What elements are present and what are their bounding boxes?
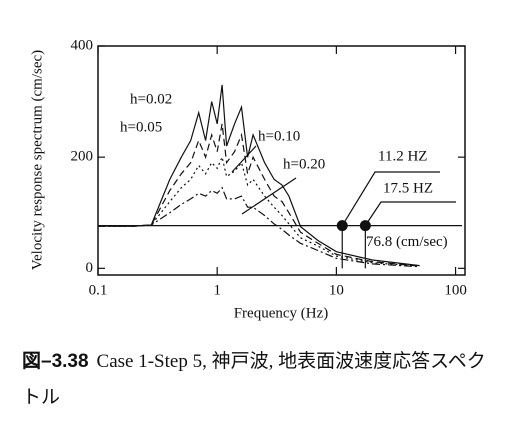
x-tick-label: 10 — [329, 282, 344, 298]
series-line — [98, 84, 420, 267]
chart: Frequency (Hz) Velocity response spectru… — [29, 37, 467, 321]
y-axis-label: Velocity response spectrum (cm/sec) — [29, 50, 45, 270]
point-label: 11.2 HZ — [378, 148, 427, 164]
point-label: 17.5 HZ — [383, 180, 433, 196]
leader-line — [231, 145, 257, 173]
series-line — [98, 123, 420, 267]
series-label: h=0.02 — [130, 91, 172, 107]
y-tick-label: 400 — [71, 37, 94, 53]
reference-label: 76.8 (cm/sec) — [366, 234, 448, 250]
x-tick-label: 0.1 — [89, 282, 108, 298]
caption-label: 図–3.38 — [22, 351, 89, 372]
y-tick-label: 0 — [86, 260, 94, 276]
series-label: h=0.05 — [120, 119, 162, 135]
series-line — [98, 155, 420, 267]
series-label: h=0.10 — [258, 128, 300, 144]
leader-line — [241, 177, 297, 215]
caption: 図–3.38 Case 1-Step 5, 神戸波, 地表面波速度応答スペクトル — [22, 344, 492, 416]
point-marker — [359, 220, 371, 232]
series-label: h=0.20 — [283, 156, 325, 172]
leader-line — [341, 171, 440, 226]
caption-text: Case 1-Step 5, 神戸波, 地表面波速度応答スペクトル — [22, 351, 486, 408]
series-line — [98, 186, 420, 268]
point-marker — [336, 220, 348, 232]
plot-frame — [97, 45, 466, 276]
leader-line — [364, 201, 456, 226]
x-tick-label: 1 — [213, 282, 221, 298]
y-tick-label: 200 — [71, 149, 94, 165]
x-tick-label: 100 — [444, 282, 467, 298]
x-axis-label: Frequency (Hz) — [234, 305, 329, 321]
